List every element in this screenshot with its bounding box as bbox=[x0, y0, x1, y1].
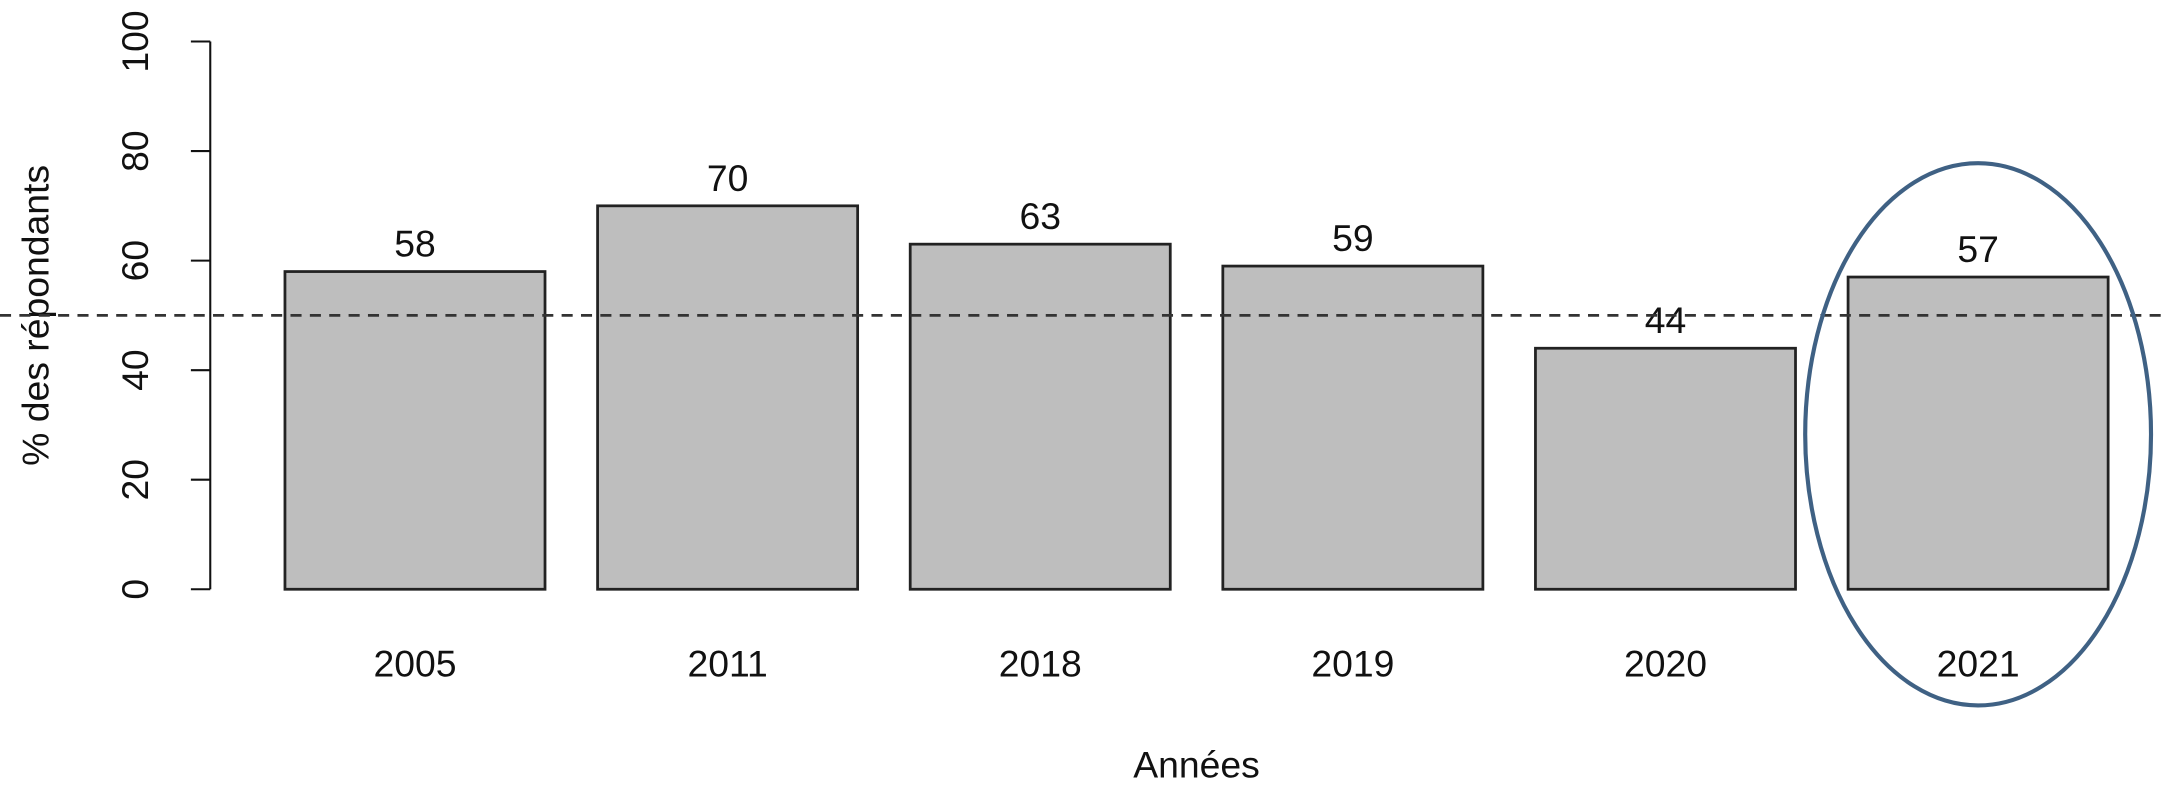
bar bbox=[1846, 275, 2110, 591]
bar bbox=[596, 204, 860, 591]
value-label: 44 bbox=[1645, 299, 1687, 341]
x-tick-label: 2019 bbox=[1311, 643, 1394, 685]
bar bbox=[283, 270, 547, 591]
y-tick-label: 20 bbox=[114, 459, 156, 501]
y-tick-label: 80 bbox=[114, 130, 156, 172]
value-label: 63 bbox=[1019, 195, 1061, 237]
x-tick-label: 2021 bbox=[1937, 643, 2020, 685]
bar bbox=[908, 242, 1172, 591]
x-tick-label: 2011 bbox=[687, 643, 767, 685]
value-label: 70 bbox=[707, 157, 749, 199]
y-tick-label: 0 bbox=[114, 579, 156, 600]
y-tick-label: 40 bbox=[114, 349, 156, 391]
value-label: 59 bbox=[1332, 217, 1374, 259]
x-tick-label: 2005 bbox=[373, 643, 456, 685]
value-label: 58 bbox=[394, 223, 436, 265]
bar bbox=[1221, 264, 1485, 591]
value-label: 57 bbox=[1957, 228, 1999, 270]
x-tick-label: 2020 bbox=[1624, 643, 1707, 685]
y-tick-label: 60 bbox=[114, 240, 156, 282]
x-tick-label: 2018 bbox=[999, 643, 1082, 685]
highlight-ellipse bbox=[1803, 161, 2154, 708]
y-tick-label: 100 bbox=[114, 10, 156, 72]
bar bbox=[1534, 346, 1797, 591]
x-axis-label: Années bbox=[1133, 744, 1260, 786]
